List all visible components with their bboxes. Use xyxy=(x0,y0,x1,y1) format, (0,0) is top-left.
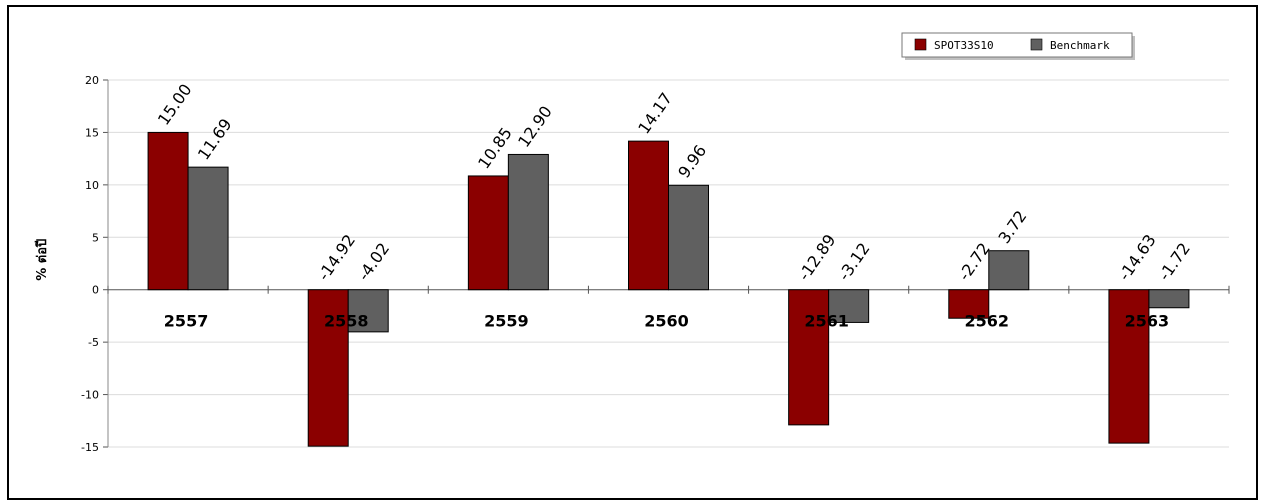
bar-spot33s10 xyxy=(307,289,349,447)
legend-swatch-benchmark xyxy=(1030,38,1043,51)
category-label: 2557 xyxy=(164,312,209,331)
y-tick-label: 15 xyxy=(85,126,99,139)
category-label: 2561 xyxy=(804,312,849,331)
data-label: -3.12 xyxy=(834,239,873,284)
data-label: 3.72 xyxy=(994,207,1030,247)
bar-spot33s10 xyxy=(1108,289,1150,444)
bar-benchmark xyxy=(507,153,549,291)
bar-spot33s10 xyxy=(628,140,669,291)
bar-spot33s10 xyxy=(467,175,509,291)
bar-spot33s10 xyxy=(948,289,990,319)
category-label: 2563 xyxy=(1125,312,1170,331)
bar-benchmark xyxy=(187,166,229,291)
bar-spot33s10 xyxy=(788,289,830,426)
data-label: -4.02 xyxy=(354,239,393,284)
category-label: 2559 xyxy=(484,312,529,331)
y-tick-label: -10 xyxy=(81,389,99,402)
y-tick-label: 5 xyxy=(92,231,99,244)
category-label: 2560 xyxy=(644,312,689,331)
top-strip xyxy=(0,0,1265,5)
legend-label-benchmark: Benchmark xyxy=(1050,39,1110,52)
bar-spot33s10 xyxy=(147,131,189,291)
y-tick-label: 20 xyxy=(85,74,99,87)
bars xyxy=(147,131,1190,447)
gridlines xyxy=(108,79,1229,448)
data-label: -1.72 xyxy=(1155,239,1194,284)
bar-benchmark xyxy=(668,184,709,291)
data-label: -2.72 xyxy=(954,239,993,284)
legend-swatch-spot33s10 xyxy=(914,38,927,51)
y-tick-label: 0 xyxy=(92,284,99,297)
y-tick-label: -5 xyxy=(88,336,99,349)
data-label: 14.17 xyxy=(634,89,676,137)
data-label: 15.00 xyxy=(154,80,196,128)
bar-benchmark xyxy=(347,289,389,333)
y-axis-label: % ต่อปี xyxy=(34,239,50,281)
bar-benchmark xyxy=(828,289,870,323)
data-label: 12.90 xyxy=(514,102,556,150)
category-labels: 2557 2558 2559 2560 2561 2562 2563 xyxy=(164,312,1169,331)
category-label: 2558 xyxy=(324,312,369,331)
bar-benchmark xyxy=(1148,289,1190,309)
data-label: -14.92 xyxy=(314,231,359,284)
data-label: -14.63 xyxy=(1115,231,1160,284)
data-label: -12.89 xyxy=(794,231,839,284)
y-tick-label: -15 xyxy=(81,441,99,454)
data-label: 9.96 xyxy=(674,141,710,181)
category-label: 2562 xyxy=(965,312,1010,331)
legend-box xyxy=(901,32,1133,58)
data-label: 11.69 xyxy=(194,115,236,163)
bar-benchmark xyxy=(988,250,1030,291)
legend-label-spot33s10: SPOT33S10 xyxy=(934,39,994,52)
legend: SPOT33S10 Benchmark xyxy=(901,32,1135,60)
y-tick-label: 10 xyxy=(85,179,99,192)
